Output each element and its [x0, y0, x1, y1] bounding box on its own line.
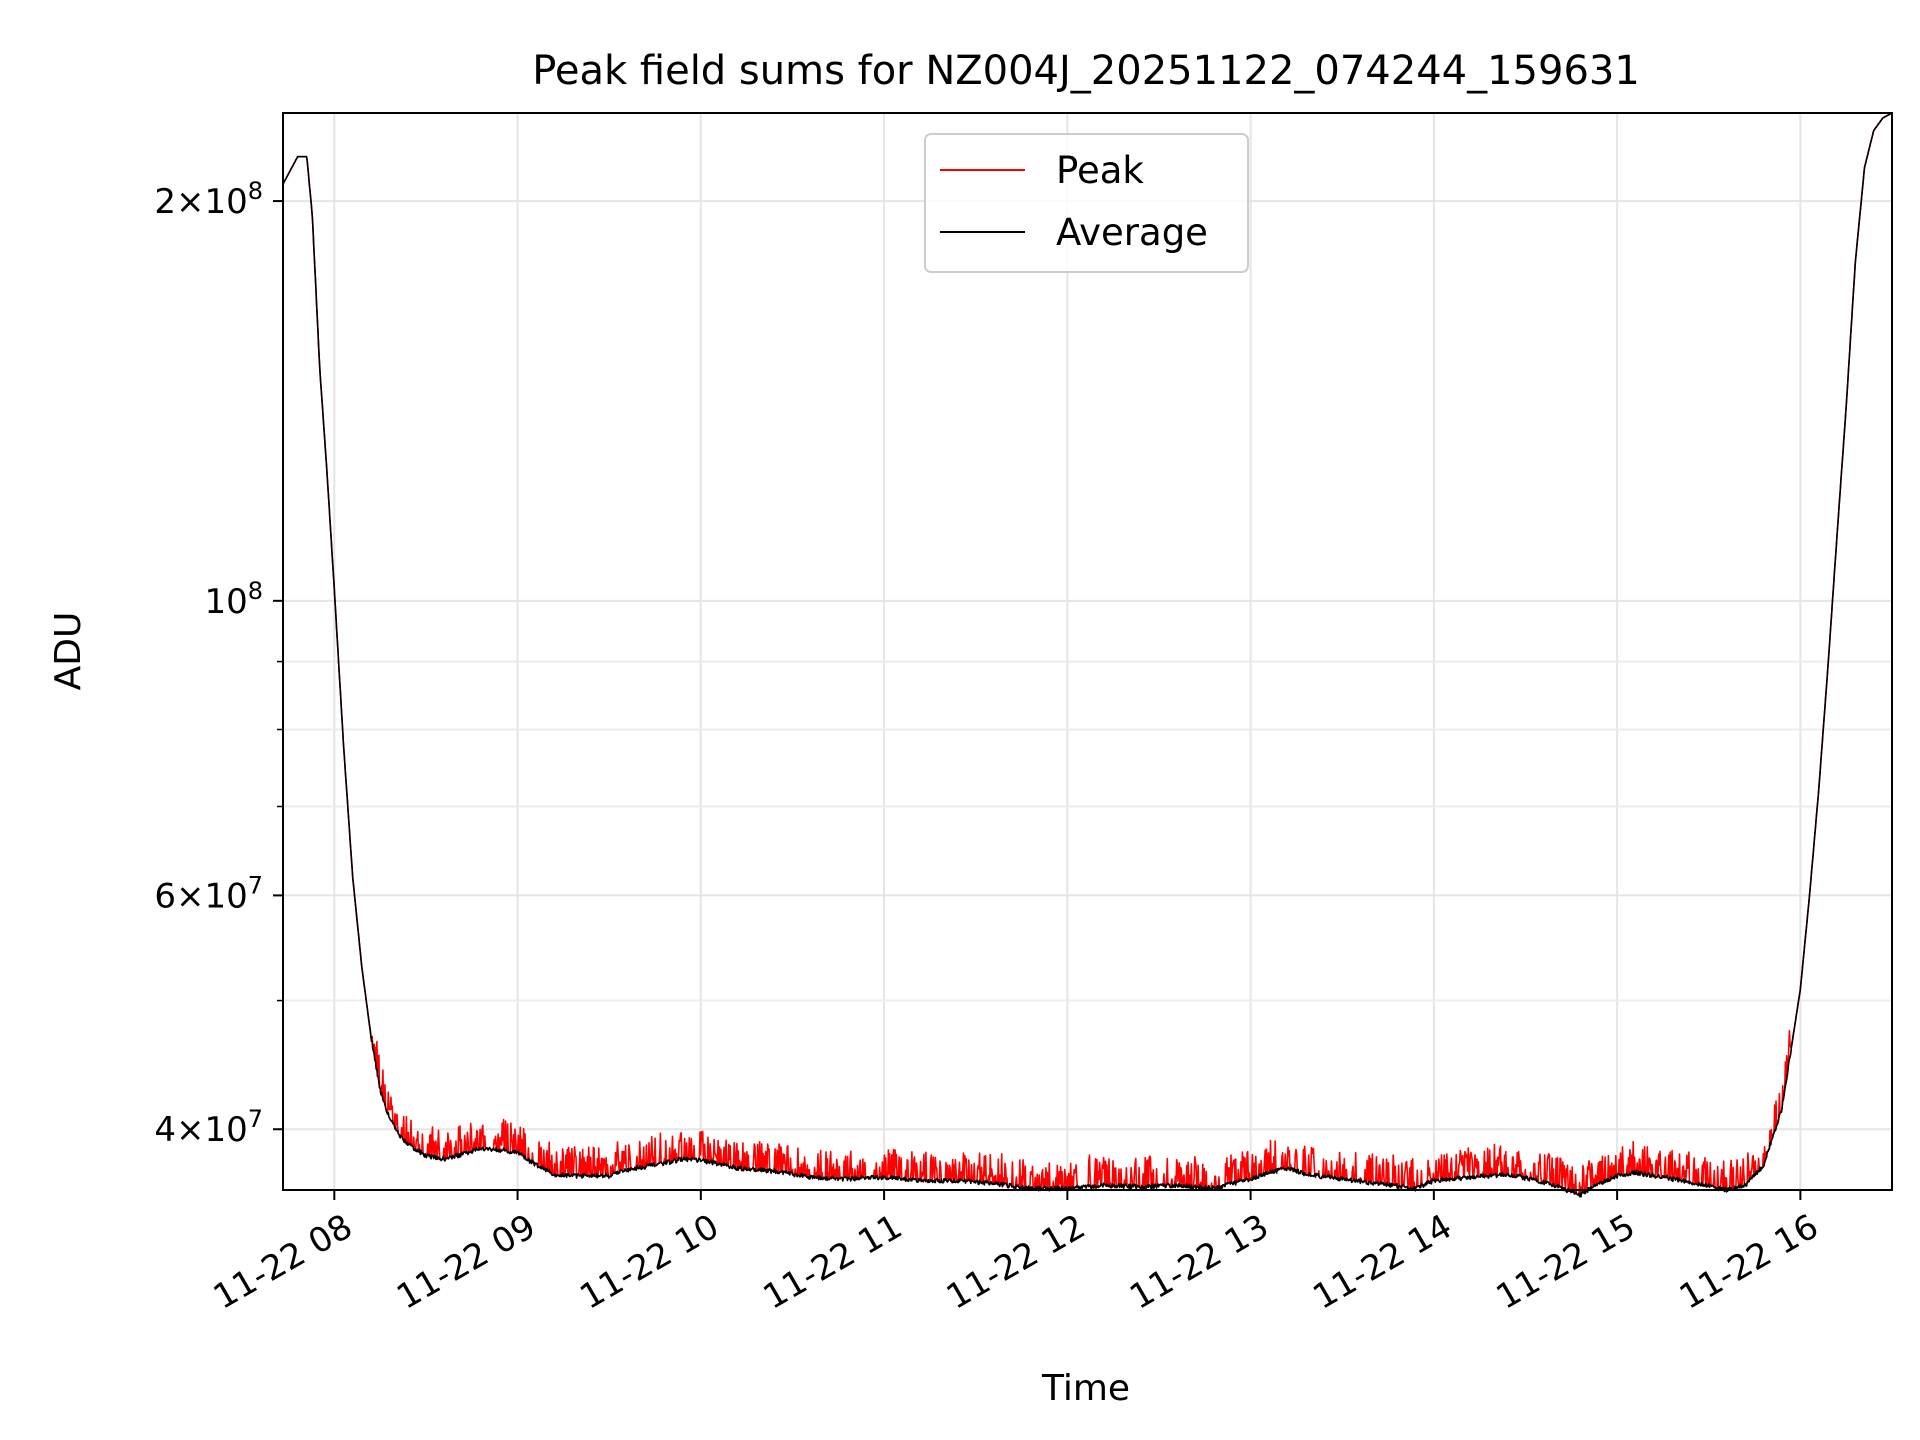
- legend-label-average: Average: [1056, 211, 1208, 254]
- chart-title: Peak field sums for NZ004J_20251122_0742…: [532, 48, 1640, 94]
- legend-label-peak: Peak: [1056, 149, 1144, 192]
- y-axis-label: ADU: [48, 612, 89, 691]
- grid-lines: [283, 113, 1892, 1190]
- x-axis-label: Time: [1041, 1368, 1130, 1409]
- legend-box: [924, 133, 1249, 273]
- y-tick-label: 2×108: [154, 177, 263, 222]
- y-tick-label: 6×107: [154, 871, 263, 916]
- y-axis-ticks: 4×107 6×107 108 2×108: [154, 177, 283, 1150]
- series-line-average: [282, 112, 1893, 1198]
- legend: Peak Average: [924, 133, 1249, 273]
- axes-frame: [282, 112, 1893, 1191]
- y-tick-label: 108: [204, 577, 263, 622]
- series-layer: [282, 112, 1893, 1198]
- y-tick-label: 4×107: [154, 1105, 263, 1150]
